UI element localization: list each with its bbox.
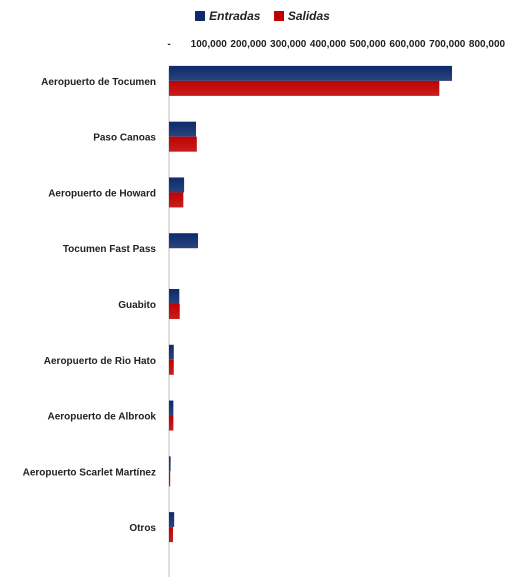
bar-salidas xyxy=(169,415,174,431)
bar-salidas xyxy=(169,527,173,543)
bar-entradas xyxy=(169,233,199,249)
x-tick-label: 600,000 xyxy=(389,39,426,50)
x-tick-label: 300,000 xyxy=(270,39,307,50)
bar-salidas xyxy=(169,471,171,487)
bar-salidas xyxy=(169,136,197,152)
category-label: Aeropuerto Scarlet Martínez xyxy=(23,467,156,478)
legend-label-entradas: Entradas xyxy=(209,9,261,23)
legend-swatch-salidas xyxy=(273,11,284,21)
bar-entradas xyxy=(169,344,174,360)
bar-salidas xyxy=(169,359,174,375)
bar-entradas xyxy=(169,177,185,193)
bar-salidas xyxy=(169,80,440,96)
bar-entradas xyxy=(169,400,174,416)
x-tick-label: 800,000 xyxy=(469,39,506,50)
category-label: Aeropuerto de Howard xyxy=(48,188,156,199)
bar-salidas xyxy=(169,192,184,208)
bar-entradas xyxy=(169,289,180,304)
x-tick-label: - xyxy=(167,39,170,50)
x-tick-label: 500,000 xyxy=(350,39,387,50)
bar-entradas xyxy=(169,512,175,528)
category-label: Paso Canoas xyxy=(93,133,156,144)
bar-salidas xyxy=(169,304,180,319)
legend-label-salidas: Salidas xyxy=(287,9,330,23)
x-tick-label: 100,000 xyxy=(191,39,228,50)
category-label: Otros xyxy=(129,523,156,534)
legend-swatch-entradas xyxy=(195,11,206,21)
category-label: Aeropuerto de Rio Hato xyxy=(44,356,156,367)
legend-item-salidas[interactable]: Salidas xyxy=(273,9,330,23)
x-tick-label: 200,000 xyxy=(230,39,267,50)
category-label: Tocumen Fast Pass xyxy=(63,244,157,255)
category-label: Aeropuerto de Tocumen xyxy=(41,77,156,88)
bar-entradas xyxy=(169,121,197,137)
x-tick-label: 700,000 xyxy=(429,39,466,50)
bar-entradas xyxy=(169,65,453,81)
category-label: Aeropuerto de Albrook xyxy=(47,412,156,423)
legend: Entradas Salidas xyxy=(0,9,525,24)
bar-entradas xyxy=(169,456,171,472)
category-label: Guabito xyxy=(118,300,156,311)
x-tick-label: 400,000 xyxy=(310,39,347,50)
legend-item-entradas[interactable]: Entradas xyxy=(195,9,260,23)
